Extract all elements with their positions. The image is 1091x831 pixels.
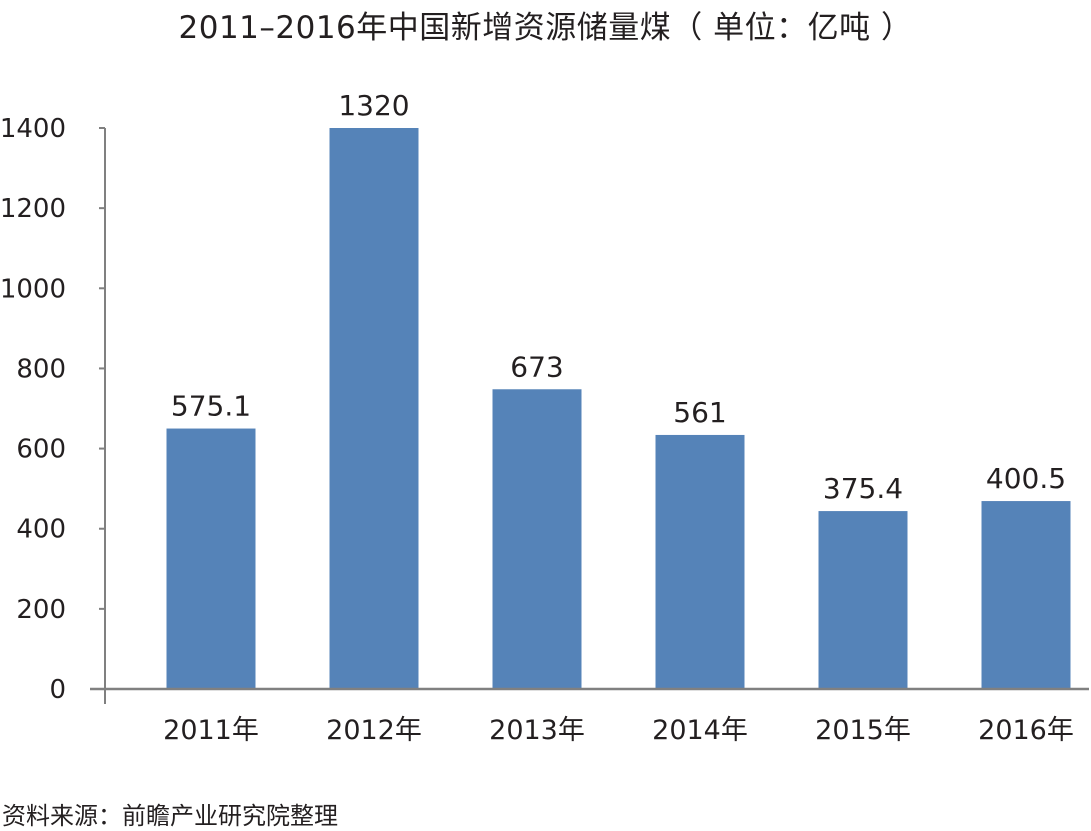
x-category-label: 2013年 bbox=[489, 715, 585, 746]
source-note: 资料来源：前瞻产业研究院整理 bbox=[2, 802, 338, 830]
bar bbox=[329, 128, 419, 689]
bar bbox=[818, 511, 908, 689]
data-label: 375.4 bbox=[823, 472, 903, 505]
category-labels-group: 2011年 2012年 2013年 2014年 2015年 2016年 bbox=[163, 715, 1074, 746]
bar bbox=[492, 389, 582, 689]
data-label: 400.5 bbox=[986, 462, 1066, 495]
y-tick-label: 0 bbox=[49, 675, 66, 705]
y-tick-label: 1400 bbox=[0, 114, 66, 144]
bar bbox=[981, 501, 1071, 689]
bar-chart: 0 200 400 600 800 1000 1200 1400 575.1 1320 673 56… bbox=[0, 89, 1089, 746]
y-axis-ticks: 0 200 400 600 800 1000 1200 1400 bbox=[0, 114, 105, 705]
data-label: 575.1 bbox=[171, 390, 251, 423]
chart-title: 2011–2016年中国新增资源储量煤（ 单位：亿吨 ） bbox=[178, 10, 913, 46]
x-category-label: 2016年 bbox=[978, 715, 1074, 746]
bar bbox=[166, 428, 256, 689]
y-tick-label: 600 bbox=[16, 435, 66, 465]
y-tick-label: 800 bbox=[16, 354, 66, 384]
x-category-label: 2015年 bbox=[815, 715, 911, 746]
x-category-label: 2012年 bbox=[326, 715, 422, 746]
data-label: 1320 bbox=[338, 89, 409, 122]
y-tick-label: 1000 bbox=[0, 274, 66, 304]
x-category-label: 2011年 bbox=[163, 715, 259, 746]
data-labels-group: 575.1 1320 673 561 375.4 400.5 bbox=[171, 89, 1066, 505]
x-category-label: 2014年 bbox=[652, 715, 748, 746]
data-label: 673 bbox=[510, 350, 563, 383]
bar bbox=[655, 434, 745, 689]
y-tick-label: 200 bbox=[16, 595, 66, 625]
data-label: 561 bbox=[673, 396, 726, 429]
axes-group bbox=[90, 128, 1089, 704]
y-tick-label: 400 bbox=[16, 515, 66, 545]
bars-group bbox=[166, 128, 1071, 689]
y-tick-label: 1200 bbox=[0, 194, 66, 224]
